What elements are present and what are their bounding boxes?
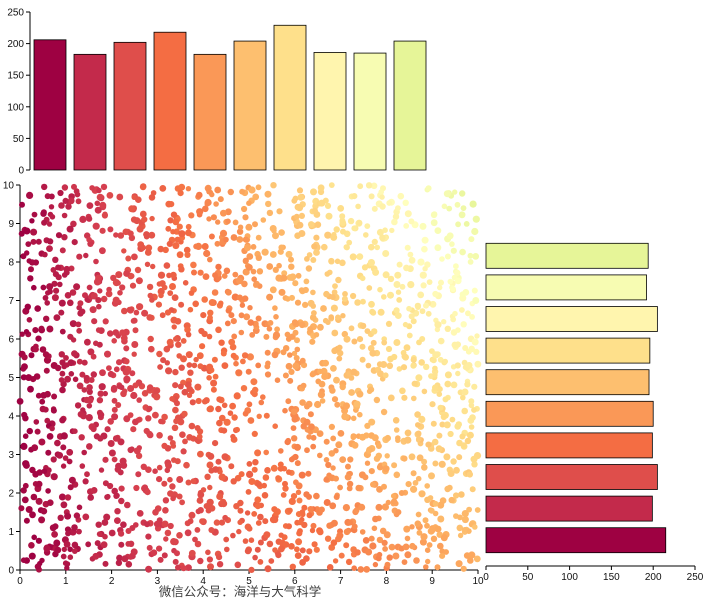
- tick-label: 7: [8, 296, 14, 307]
- histogram-bar: [353, 52, 387, 171]
- tick-label: 6: [8, 335, 14, 346]
- tick-label: 9: [8, 219, 14, 230]
- tick-label: 0: [17, 576, 23, 587]
- histogram-bar: [485, 400, 654, 427]
- tick-label: 4: [8, 412, 14, 423]
- tick-label: 250: [687, 572, 704, 583]
- tick-label: 150: [7, 71, 24, 82]
- tick-label: 50: [13, 134, 25, 145]
- histogram-bar: [485, 337, 651, 364]
- tick-label: 8: [384, 576, 390, 587]
- histogram-bar: [113, 41, 147, 171]
- histogram-bar: [33, 39, 67, 171]
- watermark-caption: 微信公众号：海洋与大气科学: [158, 585, 322, 599]
- tick-label: 8: [8, 258, 14, 269]
- tick-label: 150: [603, 572, 620, 583]
- histogram-bar: [233, 40, 267, 171]
- tick-label: 7: [338, 576, 344, 587]
- tick-label: 9: [429, 576, 435, 587]
- scatter-plot: 0 1 2 3 4 5 6 7 8 9 10 0 1 2 3 4 5 6 7 8 9 10: [3, 181, 484, 588]
- tick-label: 100: [7, 102, 24, 113]
- tick-label: 2: [109, 576, 115, 587]
- tick-label: 0: [18, 166, 24, 177]
- tick-label: 2: [8, 489, 14, 500]
- histogram-bar: [485, 464, 658, 490]
- tick-label: 10: [3, 181, 15, 192]
- tick-label: 3: [8, 450, 14, 461]
- right-histogram: 0 50 100 150 200 250: [483, 242, 704, 583]
- tick-label: 200: [7, 39, 24, 50]
- tick-label: 3: [155, 576, 161, 587]
- histogram-bar: [73, 53, 107, 171]
- histogram-bar: [485, 306, 658, 332]
- tick-label: 250: [7, 8, 24, 19]
- histogram-bar: [313, 52, 347, 171]
- histogram-bar: [485, 369, 650, 396]
- scatter-points: [16, 182, 482, 574]
- histogram-bar: [153, 31, 187, 171]
- tick-label: 5: [8, 373, 14, 384]
- tick-label: 4: [200, 576, 206, 587]
- histogram-bar: [485, 432, 653, 459]
- tick-label: 0: [483, 572, 489, 583]
- histogram-bar: [273, 24, 307, 171]
- tick-label: 200: [645, 572, 662, 583]
- tick-label: 100: [561, 572, 578, 583]
- histogram-bar: [193, 53, 227, 171]
- histogram-bar: [485, 495, 653, 522]
- tick-label: 6: [292, 576, 298, 587]
- histogram-bar: [485, 274, 647, 301]
- histogram-bar: [485, 242, 649, 269]
- tick-label: 50: [522, 572, 534, 583]
- tick-label: 10: [472, 576, 484, 587]
- tick-label: 0: [8, 566, 14, 577]
- top-histogram: 0 50 100 150 200 250: [7, 8, 427, 177]
- histogram-bar: [485, 527, 667, 554]
- tick-label: 1: [63, 576, 69, 587]
- tick-label: 5: [246, 576, 252, 587]
- histogram-bar: [393, 40, 427, 171]
- tick-label: 1: [8, 527, 14, 538]
